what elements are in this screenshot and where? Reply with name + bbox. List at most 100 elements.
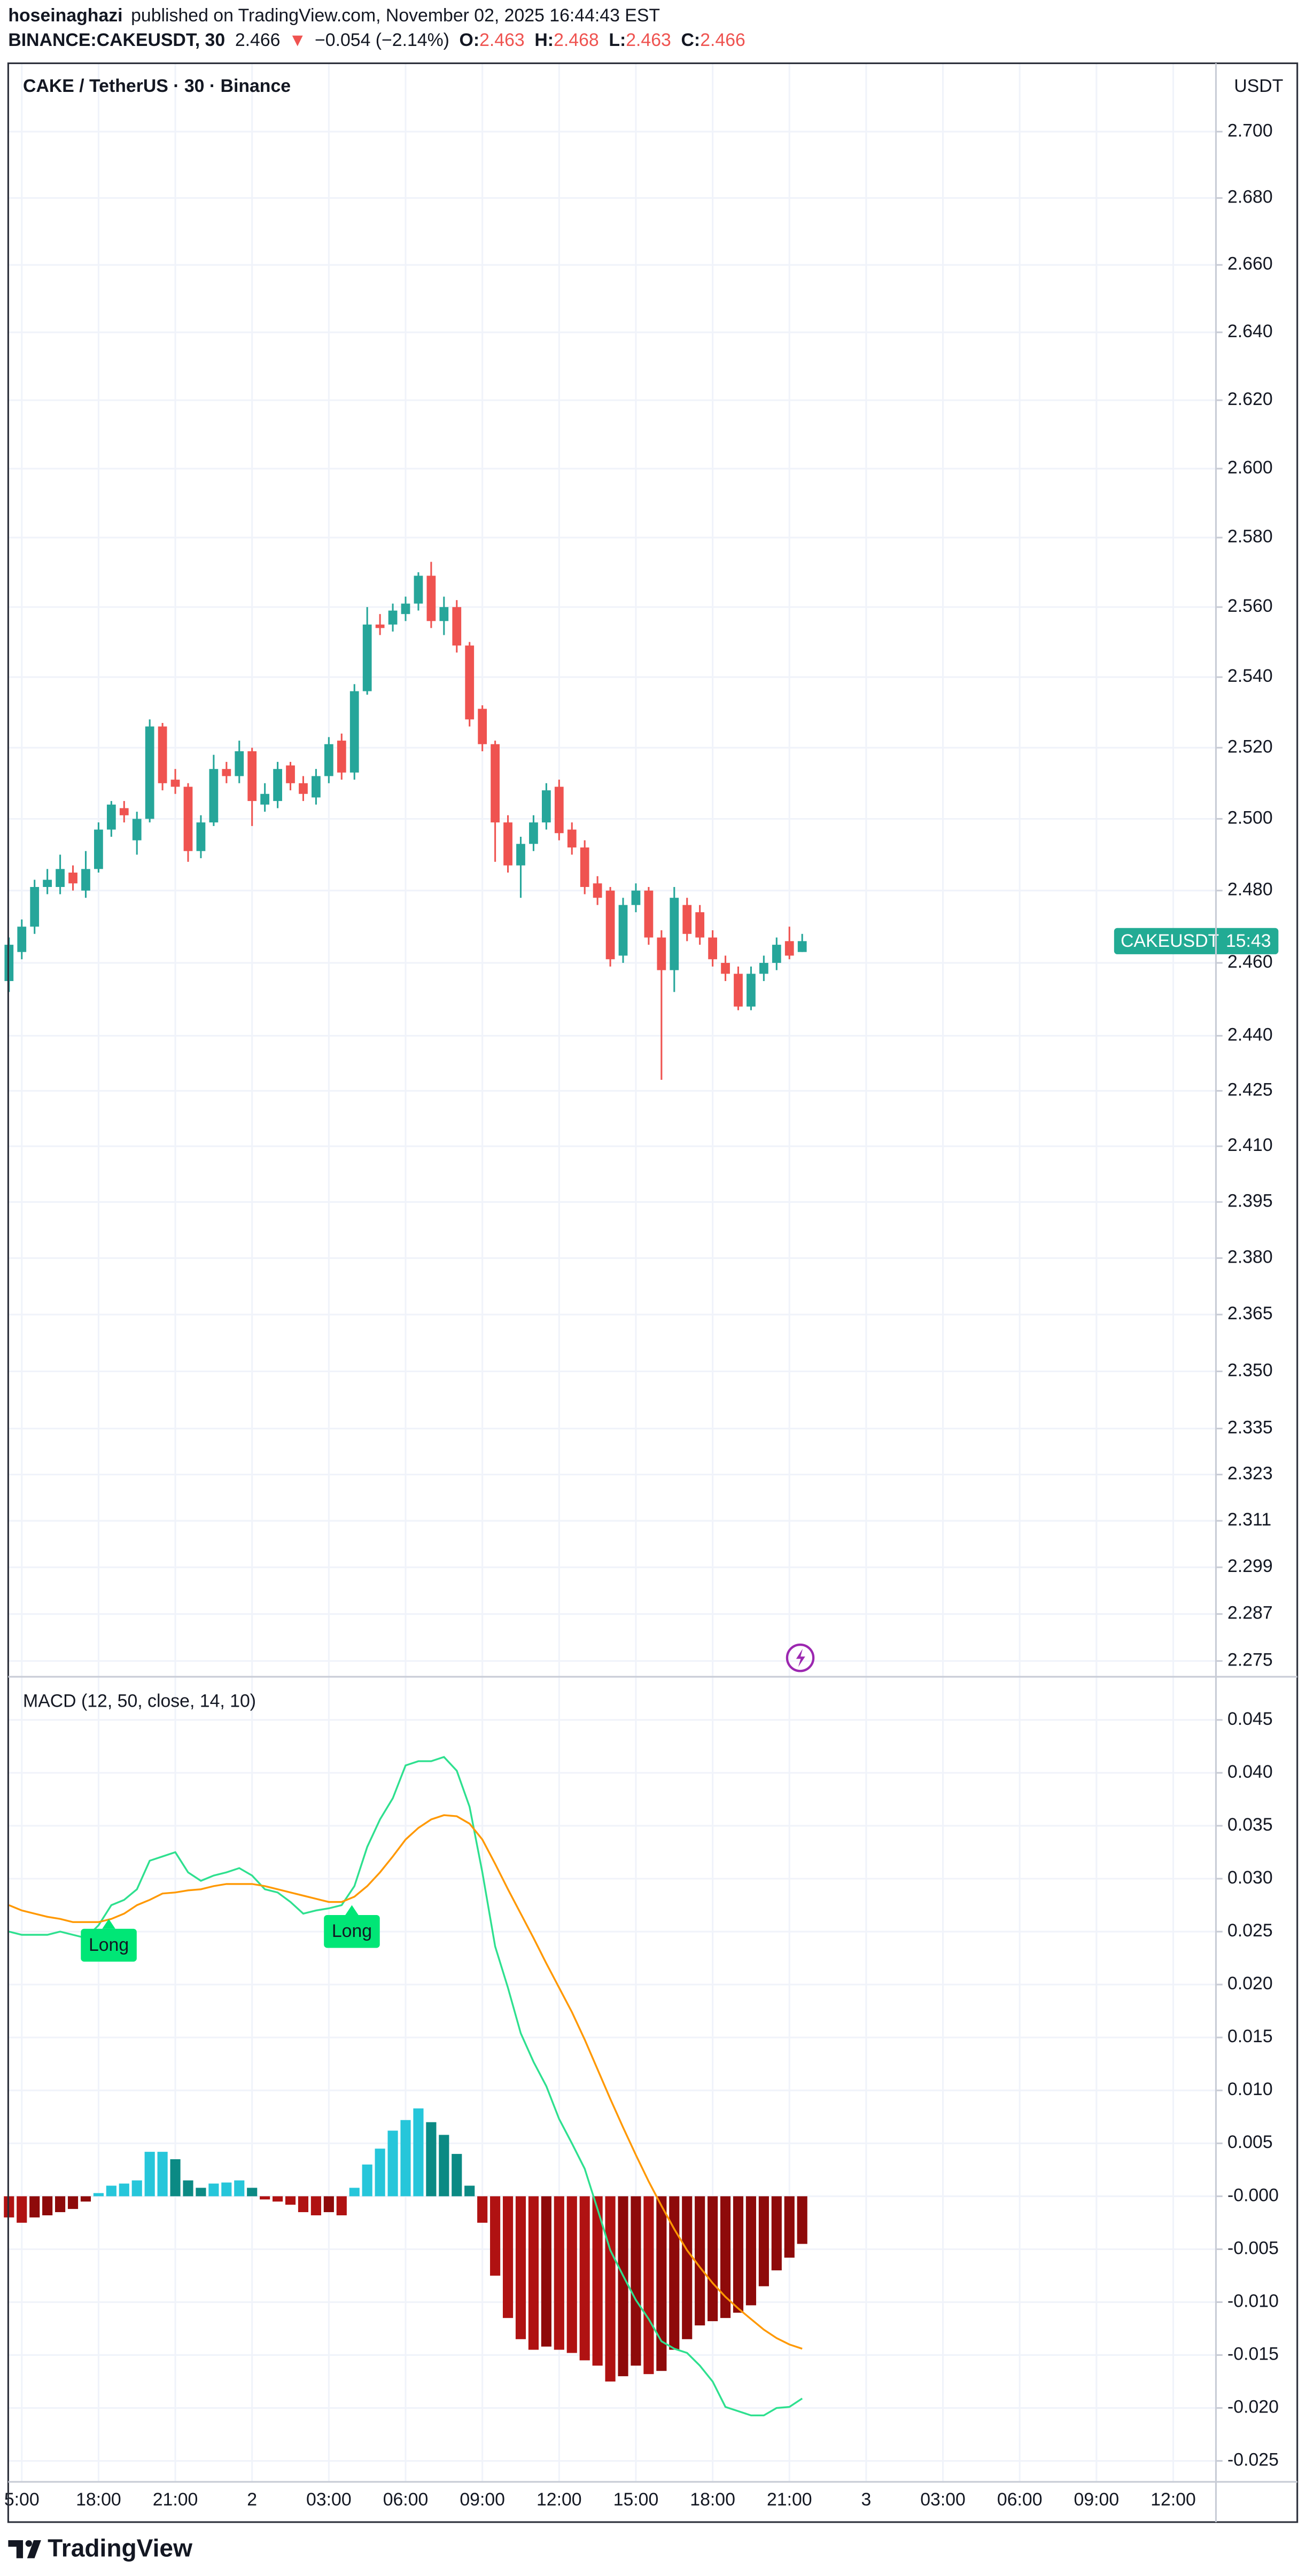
chart-frame bbox=[7, 62, 1299, 2523]
candle-body bbox=[541, 790, 551, 823]
mark-layer bbox=[4, 562, 807, 2417]
histogram-bar bbox=[771, 2196, 782, 2271]
histogram-bar bbox=[234, 2180, 245, 2197]
histogram-bar bbox=[515, 2196, 526, 2339]
candle-body bbox=[132, 819, 142, 840]
ohlc-label: L: bbox=[609, 30, 626, 50]
histogram-bar bbox=[592, 2196, 603, 2366]
candle-body bbox=[452, 607, 462, 646]
y-tick-label: 2.410 bbox=[1227, 1135, 1273, 1155]
candle-body bbox=[734, 974, 743, 1007]
y-tick-label: 2.425 bbox=[1227, 1079, 1273, 1100]
y-tick-label: 2.500 bbox=[1227, 807, 1273, 828]
y-tick-label: 2.275 bbox=[1227, 1650, 1273, 1670]
y-tick-label: -0.015 bbox=[1227, 2344, 1279, 2364]
histogram-bar bbox=[55, 2196, 66, 2213]
price-axis-unit: USDT bbox=[1234, 76, 1283, 96]
x-tick-label: 12:00 bbox=[537, 2489, 582, 2510]
author: hoseinaghazi bbox=[8, 5, 122, 26]
candle-body bbox=[299, 783, 308, 794]
ohlc-value: 2.463 bbox=[626, 30, 671, 50]
histogram-bar bbox=[656, 2196, 667, 2371]
histogram-bar bbox=[618, 2196, 628, 2377]
y-tick-label: 0.010 bbox=[1227, 2079, 1273, 2099]
histogram-bar bbox=[784, 2196, 795, 2258]
price-label-countdown: 15:43 bbox=[1226, 931, 1271, 951]
x-tick-label: 03:00 bbox=[306, 2489, 352, 2510]
histogram-bar bbox=[426, 2122, 437, 2197]
histogram-bar bbox=[605, 2196, 616, 2382]
y-tick-label: 2.395 bbox=[1227, 1190, 1273, 1211]
price-label-box bbox=[1114, 928, 1279, 954]
y-tick-label: -0.010 bbox=[1227, 2291, 1279, 2311]
candle-body bbox=[273, 769, 282, 801]
candle-body bbox=[747, 974, 756, 1007]
last-price: 2.466 bbox=[235, 30, 281, 50]
histogram-bar bbox=[273, 2196, 283, 2202]
ohlc-label: C: bbox=[681, 30, 701, 50]
x-tick-label: 09:00 bbox=[1074, 2489, 1120, 2510]
candle-body bbox=[516, 844, 525, 866]
candle-body bbox=[312, 776, 321, 798]
histogram-bar bbox=[720, 2196, 731, 2318]
histogram-bar bbox=[221, 2182, 232, 2197]
candle-body bbox=[695, 912, 705, 938]
candle-body bbox=[503, 822, 512, 866]
y-tick-label: 2.640 bbox=[1227, 321, 1273, 341]
histogram-bar bbox=[323, 2196, 334, 2213]
y-tick-label: 0.025 bbox=[1227, 1920, 1273, 1941]
candle-body bbox=[260, 793, 270, 805]
y-tick-label: 0.015 bbox=[1227, 2026, 1273, 2046]
histogram-bar bbox=[452, 2154, 462, 2197]
x-tick-label: 18:00 bbox=[690, 2489, 735, 2510]
histogram-bar bbox=[439, 2135, 449, 2197]
y-tick-label: 2.299 bbox=[1227, 1556, 1273, 1576]
y-tick-label: 2.335 bbox=[1227, 1417, 1273, 1437]
histogram-bar bbox=[183, 2180, 193, 2197]
y-tick-label: 2.520 bbox=[1227, 736, 1273, 757]
histogram-bar bbox=[29, 2196, 40, 2217]
candle-body bbox=[529, 822, 538, 844]
candle-body bbox=[567, 829, 577, 848]
histogram-bar bbox=[579, 2196, 590, 2361]
histogram-bar bbox=[477, 2196, 488, 2223]
annotation: Long bbox=[81, 1919, 137, 1962]
candle-body bbox=[657, 937, 666, 970]
histogram-bar bbox=[541, 2196, 551, 2347]
annotation-box bbox=[324, 1915, 380, 1948]
x-tick-label: 06:00 bbox=[997, 2489, 1043, 2510]
header-line-2: BINANCE:CAKEUSDT, 30 2.466 ▼ −0.054 (−2.… bbox=[8, 30, 745, 50]
candle-body bbox=[618, 905, 628, 956]
candle-body bbox=[81, 869, 90, 891]
y-tick-label: 2.287 bbox=[1227, 1603, 1273, 1623]
candle-body bbox=[426, 575, 436, 621]
text-layer: 5:00 18:00 21:00 2 03:00 06:00 09:00 12:00 15:00… bbox=[4, 120, 1279, 2510]
histogram-bar bbox=[170, 2159, 181, 2197]
histogram-bar bbox=[310, 2196, 321, 2215]
y-tick-label: 0.040 bbox=[1227, 1762, 1273, 1782]
alert-icon[interactable] bbox=[786, 1643, 815, 1672]
ohlc-value: 2.463 bbox=[479, 30, 525, 50]
x-tick-label: 15:00 bbox=[613, 2489, 659, 2510]
x-tick-label: 12:00 bbox=[1150, 2489, 1196, 2510]
candle-body bbox=[414, 575, 423, 604]
histogram-bar bbox=[733, 2196, 744, 2313]
candle-body bbox=[721, 963, 730, 974]
histogram-bar bbox=[247, 2188, 258, 2197]
histogram-bar bbox=[375, 2149, 385, 2197]
histogram-bar bbox=[502, 2196, 514, 2318]
logo-dot bbox=[25, 2540, 32, 2547]
y-tick-label: 0.030 bbox=[1227, 1867, 1273, 1888]
histogram-bar bbox=[669, 2196, 680, 2350]
candle-body bbox=[30, 886, 40, 927]
histogram-bar bbox=[336, 2196, 347, 2215]
y-tick-label: -0.005 bbox=[1227, 2238, 1279, 2258]
histogram-bar bbox=[528, 2196, 539, 2350]
x-tick-label: 5:00 bbox=[4, 2489, 40, 2510]
candle-body bbox=[554, 787, 564, 834]
y-tick-label: 2.660 bbox=[1227, 254, 1273, 274]
histogram-bar bbox=[695, 2196, 705, 2326]
